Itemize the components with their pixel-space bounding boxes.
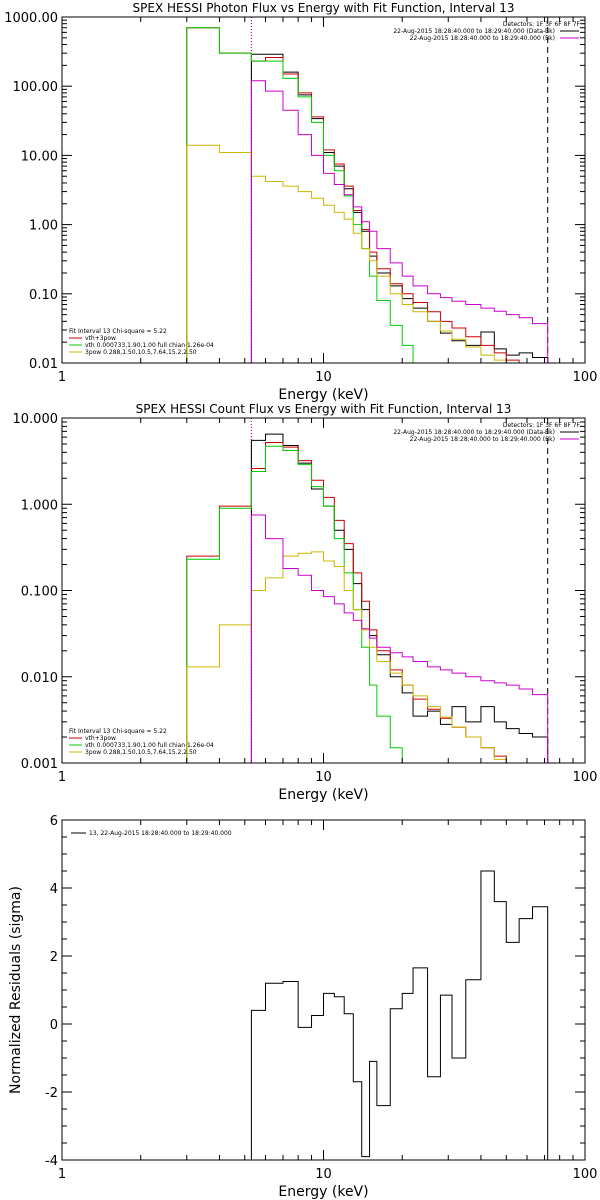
x-axis-label: Energy (keV) [278, 1184, 368, 1200]
legend-entry: 22-Aug-2015 18:28:40.000 to 18:29:40.000… [410, 436, 555, 443]
x-tick-label: 10 [315, 1167, 332, 1182]
fit-legend-entry: vth+3pow [85, 735, 116, 742]
y-tick-label: 2 [50, 950, 58, 965]
fit-legend-entry: vth 0.000733,1.90,1.00 full chian 1.26e-… [85, 342, 214, 349]
y-tick-label: 0.100 [21, 585, 58, 600]
x-axis-label: Energy (keV) [278, 787, 368, 803]
fit-legend-header: Fit Interval 13 Chi-square = 5.22 [69, 728, 167, 735]
y-tick-label: 0.01 [29, 357, 58, 372]
y-tick-label: 100.00 [13, 80, 59, 95]
x-tick-label: 100 [573, 770, 598, 785]
series-group [186, 27, 549, 363]
y-tick-label: -2 [45, 1086, 58, 1101]
series-line [186, 144, 549, 363]
y-tick-label: 0.010 [21, 671, 58, 686]
series-group [186, 433, 549, 763]
series-line [186, 27, 549, 363]
series-line [250, 433, 549, 763]
legend-entry: 22-Aug-2015 18:28:40.000 to 18:29:40.000… [410, 35, 555, 42]
y-tick-label: 10.00 [21, 149, 58, 164]
y-tick-label: 1000.00 [4, 11, 58, 26]
y-tick-label: 1.00 [29, 219, 58, 234]
y-tick-label: 0.10 [29, 288, 58, 303]
y-tick-label: -4 [45, 1154, 58, 1169]
fit-legend-entry: 3pow 0.288,1.50,10.5,7.64,15.2,2.50 [85, 349, 197, 356]
series-line [250, 80, 549, 363]
y-tick-label: 6 [50, 814, 58, 829]
plot-frame [61, 819, 586, 1161]
series-line [250, 870, 549, 1160]
x-tick-label: 100 [573, 370, 598, 385]
y-tick-label: 0 [50, 1018, 58, 1033]
x-tick-label: 100 [573, 1167, 598, 1182]
chart-1: SPEX HESSI Photon Flux vs Energy with Fi… [4, 1, 597, 403]
series-group [250, 870, 549, 1160]
series-line [186, 445, 414, 763]
legend-entry: 22-Aug-2015 18:28:40.000 to 18:29:40.000… [393, 28, 555, 35]
legend-entry: 13, 22-Aug-2015 18:28:40.000 to 18:29:40… [89, 830, 232, 837]
series-line [250, 53, 549, 363]
chart-title: SPEX HESSI Count Flux vs Energy with Fit… [136, 402, 512, 416]
x-tick-label: 10 [315, 770, 332, 785]
legend-header: Detectors: 1F 3F 6F 8F 7F [503, 422, 581, 429]
x-tick-label: 10 [315, 370, 332, 385]
fit-legend-entry: vth 0.000733,1.90,1.00 full chian 1.26e-… [85, 742, 214, 749]
x-tick-label: 1 [58, 770, 66, 785]
series-line [186, 27, 414, 363]
series-line [186, 551, 549, 763]
legend-header: Detectors: 1F 3F 6F 8F 7F [503, 21, 581, 28]
legend-entry: 22-Aug-2015 18:28:40.000 to 18:29:40.000… [393, 429, 555, 436]
y-tick-label: 1.000 [21, 498, 58, 513]
series-line [250, 514, 549, 763]
x-tick-label: 1 [58, 370, 66, 385]
x-tick-label: 1 [58, 1167, 66, 1182]
fit-legend-header: Fit Interval 13 Chi-square = 5.22 [69, 328, 167, 335]
y-tick-label: 4 [50, 882, 58, 897]
y-tick-label: 10.000 [13, 412, 59, 427]
chart-3: 1 10 100 Energy (keV) -4 -2 0 2 4 6 Normalized Res… [8, 814, 597, 1200]
y-axis-label: Normalized Residuals (sigma) [8, 886, 24, 1094]
chart-title: SPEX HESSI Photon Flux vs Energy with Fi… [133, 1, 515, 15]
x-axis-label: Energy (keV) [278, 387, 368, 403]
fit-legend-entry: 3pow 0.288,1.50,10.5,7.64,15.2,2.50 [85, 749, 197, 756]
chart-2: SPEX HESSI Count Flux vs Energy with Fit… [13, 402, 598, 803]
fit-legend-entry: vth+3pow [85, 335, 116, 342]
y-tick-label: 0.001 [21, 757, 58, 772]
